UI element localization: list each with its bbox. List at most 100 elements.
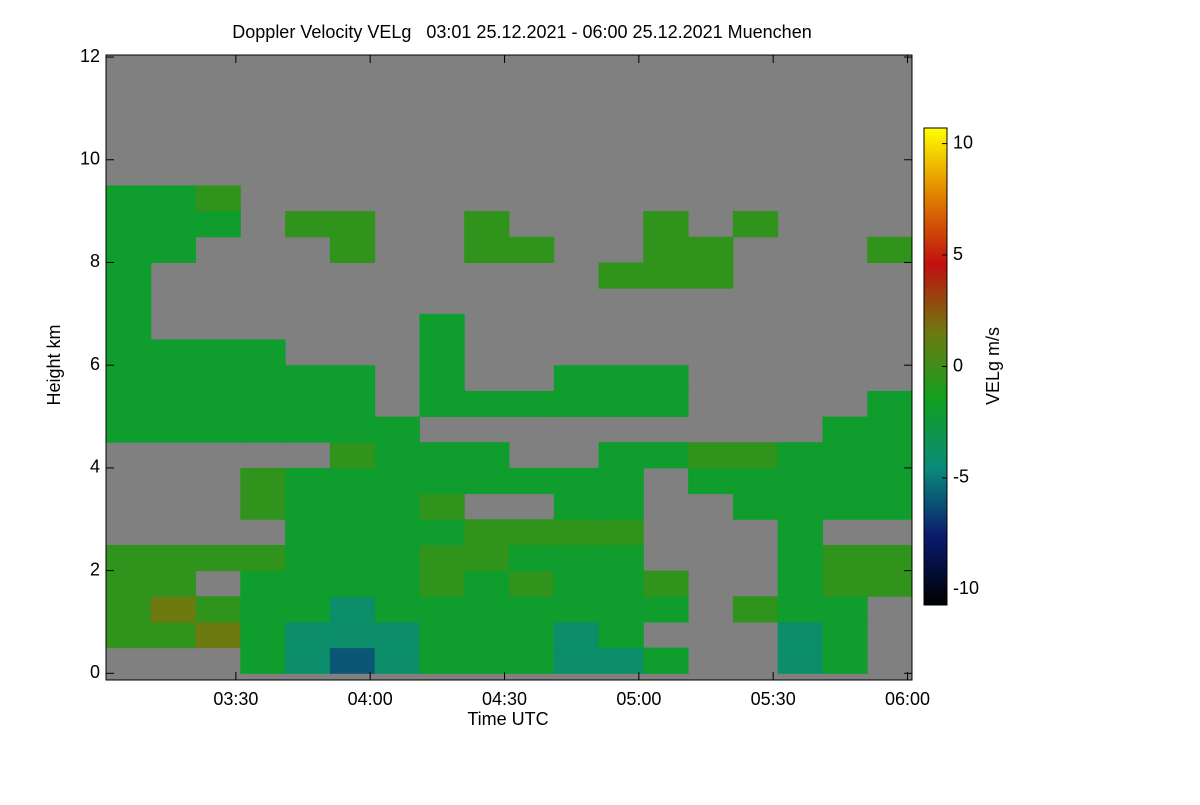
heat-cell [285, 416, 331, 443]
heat-cell [822, 647, 868, 674]
heat-cell [285, 621, 331, 649]
heat-cell [598, 365, 644, 392]
heat-cell [598, 647, 644, 674]
heat-cell [150, 621, 197, 649]
heat-cell [419, 493, 465, 520]
heat-cell [688, 262, 734, 289]
heat-cell [509, 596, 555, 623]
heat-cell [285, 596, 331, 623]
heat-cell [329, 519, 376, 546]
heat-cell [464, 570, 510, 597]
x-tick-label: 03:30 [213, 689, 258, 709]
heat-cell [553, 570, 600, 597]
heat-cell [195, 365, 241, 392]
heat-cell [374, 493, 420, 520]
heat-cell [374, 544, 420, 572]
y-tick-label: 6 [90, 354, 100, 374]
heat-cell [106, 185, 152, 212]
heat-cell [106, 390, 152, 418]
heat-cell [598, 621, 644, 649]
heat-cell [509, 544, 555, 572]
heat-cell [150, 596, 197, 623]
heat-cell [777, 596, 823, 623]
heat-cell [240, 647, 286, 674]
heat-cell [106, 570, 152, 597]
heat-cell [419, 390, 465, 418]
heat-cell [374, 416, 420, 443]
heat-cell [732, 467, 779, 495]
heat-cell [867, 442, 913, 469]
heat-cell [777, 570, 823, 597]
heat-cell [329, 236, 376, 263]
heat-cell [329, 390, 376, 418]
y-tick-label: 10 [80, 149, 100, 169]
heat-cell [598, 390, 644, 418]
heat-cell [150, 544, 197, 572]
heat-cell [419, 519, 465, 546]
heat-cell [464, 621, 510, 649]
heat-cell [240, 467, 286, 495]
heat-cell [374, 519, 420, 546]
y-tick-label: 2 [90, 559, 100, 579]
x-tick-label: 04:30 [482, 689, 527, 709]
heat-cell [643, 211, 689, 238]
heat-cell [777, 519, 823, 546]
heat-cell [374, 596, 420, 623]
heat-cell [553, 467, 600, 495]
heat-cell [240, 544, 286, 572]
heat-cell [598, 467, 644, 495]
plot-frame [105, 54, 913, 681]
heat-cell [285, 390, 331, 418]
heat-cell [150, 339, 197, 366]
heat-cell [106, 365, 152, 392]
heat-cell [643, 442, 689, 469]
heat-cell [285, 570, 331, 597]
heat-cell [598, 596, 644, 623]
heat-cell [867, 570, 913, 597]
heat-cell [688, 236, 734, 263]
heat-cell [285, 211, 331, 238]
heat-cell [732, 596, 779, 623]
heat-cell [553, 519, 600, 546]
heat-cell [285, 365, 331, 392]
heat-cell [106, 621, 152, 649]
heat-cell [329, 621, 376, 649]
x-tick-label: 04:00 [348, 689, 393, 709]
heat-cell [419, 467, 465, 495]
heat-cell [643, 596, 689, 623]
heat-cell [106, 339, 152, 366]
heat-cell [643, 390, 689, 418]
heat-cell [464, 211, 510, 238]
heat-cell [777, 647, 823, 674]
colorbar-tick-label: -5 [953, 467, 969, 487]
heat-cell [374, 621, 420, 649]
heat-cell [195, 544, 241, 572]
heat-cell [195, 211, 241, 238]
heat-cell [553, 365, 600, 392]
y-tick-label: 12 [80, 46, 100, 66]
heat-cell [374, 647, 420, 674]
heat-cell [106, 262, 152, 289]
heat-cell [329, 647, 376, 674]
heat-cell [150, 390, 197, 418]
heat-cell [106, 596, 152, 623]
heat-cell [285, 519, 331, 546]
heat-cell [688, 467, 734, 495]
heat-cell [195, 185, 241, 212]
heat-cell [106, 236, 152, 263]
heat-cell [822, 544, 868, 572]
y-axis-label: Height km [44, 324, 64, 405]
heat-cell [240, 621, 286, 649]
heat-cell [598, 519, 644, 546]
heat-cell [240, 416, 286, 443]
colorbar-tick-label: 5 [953, 244, 963, 264]
heat-cell [867, 390, 913, 418]
heat-cell [329, 467, 376, 495]
heat-cell [374, 467, 420, 495]
heat-cell [822, 442, 868, 469]
heat-cell [867, 467, 913, 495]
heat-cell [553, 544, 600, 572]
heat-cell [285, 467, 331, 495]
heat-cell [867, 544, 913, 572]
heat-cell [509, 390, 555, 418]
